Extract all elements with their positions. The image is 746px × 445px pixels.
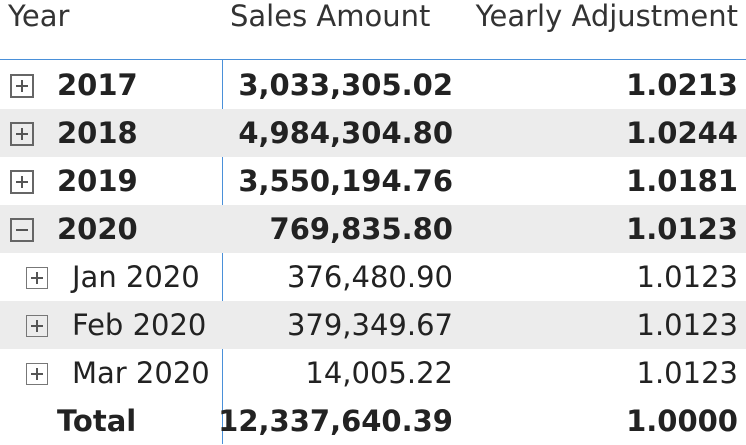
row-label: Feb 2020 [72,308,207,342]
table-row: 2020 769,835.80 1.0123 [0,205,746,253]
sales-amount-cell: 769,835.80 [269,212,453,246]
yearly-adjustment-cell: 1.0123 [636,260,738,294]
sales-amount-cell: 14,005.22 [305,356,453,390]
total-yearly-adjustment: 1.0000 [626,404,738,438]
column-header-sales-amount[interactable]: Sales Amount [230,0,431,33]
table-row: Jan 2020 376,480.90 1.0123 [0,253,746,301]
row-label: 2017 [57,68,138,102]
row-label: 2019 [57,164,138,198]
yearly-adjustment-cell: 1.0244 [626,116,738,150]
column-header-yearly-adjustment[interactable]: Yearly Adjustment [475,0,738,33]
row-label: 2018 [57,116,138,150]
expand-icon[interactable] [26,267,48,289]
sales-amount-cell: 4,984,304.80 [238,116,453,150]
table-row: Feb 2020 379,349.67 1.0123 [0,301,746,349]
sales-amount-cell: 379,349.67 [286,308,453,342]
table-row: 2019 3,550,194.76 1.0181 [0,157,746,205]
expand-icon[interactable] [10,122,34,146]
table-row: 2017 3,033,305.02 1.0213 [0,61,746,109]
total-label: Total [57,404,137,438]
yearly-adjustment-cell: 1.0123 [626,212,738,246]
expand-icon[interactable] [26,363,48,385]
yearly-adjustment-cell: 1.0123 [636,308,738,342]
collapse-icon[interactable] [10,218,34,242]
row-label: Mar 2020 [72,356,210,390]
row-label: 2020 [57,212,138,246]
yearly-adjustment-cell: 1.0181 [626,164,738,198]
sales-amount-cell: 3,550,194.76 [238,164,453,198]
sales-amount-cell: 376,480.90 [286,260,453,294]
expand-icon[interactable] [26,315,48,337]
total-row: Total 12,337,640.39 1.0000 [0,397,746,445]
total-sales-amount: 12,337,640.39 [218,404,453,438]
table-row: 2018 4,984,304.80 1.0244 [0,109,746,157]
yearly-adjustment-cell: 1.0213 [626,68,738,102]
yearly-adjustment-cell: 1.0123 [636,356,738,390]
sales-amount-cell: 3,033,305.02 [238,68,453,102]
expand-icon[interactable] [10,170,34,194]
table-row: Mar 2020 14,005.22 1.0123 [0,349,746,397]
row-label: Jan 2020 [72,260,200,294]
column-header-year[interactable]: Year [8,0,70,33]
expand-icon[interactable] [10,74,34,98]
column-header-row: Year Sales Amount Yearly Adjustment [0,0,746,60]
